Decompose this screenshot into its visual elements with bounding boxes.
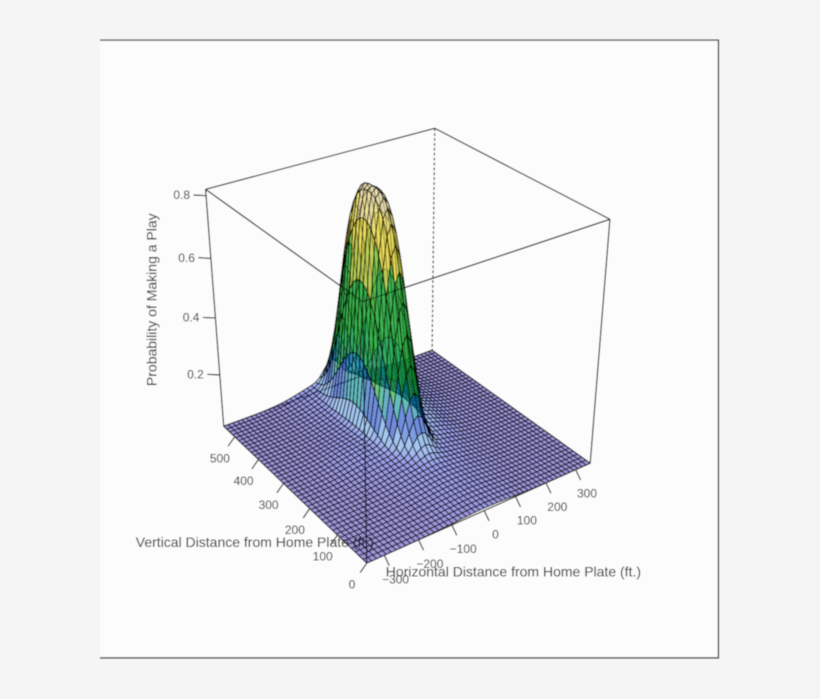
svg-text:0: 0 xyxy=(349,578,356,592)
svg-text:200: 200 xyxy=(547,500,567,514)
svg-text:−200: −200 xyxy=(416,557,443,571)
svg-text:100: 100 xyxy=(517,514,537,528)
svg-text:400: 400 xyxy=(234,474,254,488)
svg-text:0.2: 0.2 xyxy=(187,368,204,382)
svg-text:0.8: 0.8 xyxy=(173,188,190,202)
svg-text:0.4: 0.4 xyxy=(183,311,200,325)
svg-text:Vertical Distance from Home Pl: Vertical Distance from Home Plate (ft.) xyxy=(136,534,374,550)
svg-text:−300: −300 xyxy=(382,572,409,586)
svg-text:0.6: 0.6 xyxy=(178,251,195,265)
svg-text:0: 0 xyxy=(492,528,499,542)
svg-text:300: 300 xyxy=(577,487,597,501)
svg-text:100: 100 xyxy=(313,550,333,564)
svg-text:200: 200 xyxy=(285,523,305,537)
svg-text:500: 500 xyxy=(210,451,230,465)
svg-text:300: 300 xyxy=(259,498,279,512)
svg-text:Probability of Making a Play: Probability of Making a Play xyxy=(144,213,160,386)
svg-text:Horizontal Distance from Home: Horizontal Distance from Home Plate (ft.… xyxy=(386,563,641,579)
svg-text:−100: −100 xyxy=(450,542,477,556)
